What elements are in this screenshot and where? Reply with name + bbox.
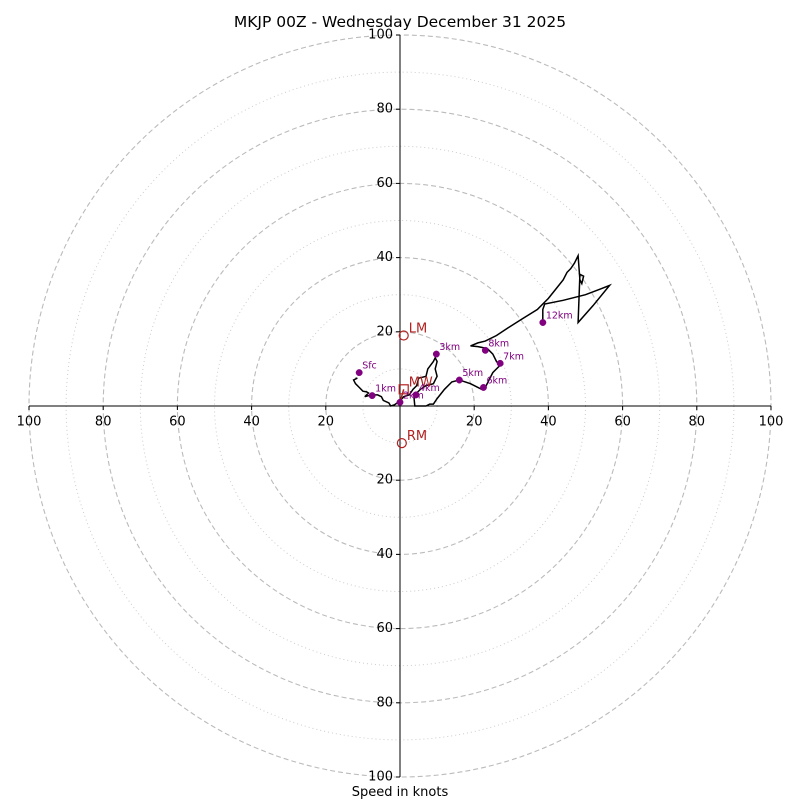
- height-marker-8km: [481, 346, 489, 354]
- height-marker-6km: [480, 384, 487, 391]
- storm-motion-markers: LM MW RM: [396, 322, 433, 449]
- tick-label-down-20: 20: [376, 473, 393, 488]
- height-label-12km: 12km: [546, 311, 573, 322]
- height-label-6km: 6km: [486, 375, 507, 386]
- hodograph-trace-line: [352, 252, 613, 407]
- axes: [29, 35, 771, 777]
- chart-title: MKJP 00Z - Wednesday December 31 2025: [234, 13, 566, 31]
- tick-label-up-40: 40: [376, 250, 393, 265]
- tick-label-up-60: 60: [376, 176, 393, 191]
- tick-label-down-40: 40: [376, 547, 393, 562]
- height-label-1km: 1km: [375, 384, 396, 395]
- tick-label-up-80: 80: [376, 102, 393, 117]
- storm-marker-lm: [398, 330, 409, 341]
- height-label-sfc: Sfc: [362, 361, 377, 372]
- height-label-8km: 8km: [488, 338, 509, 349]
- x-axis-label: Speed in knots: [352, 785, 449, 800]
- tick-label-down-80: 80: [376, 695, 393, 710]
- height-marker-3km: [432, 350, 440, 358]
- tick-label-left-40: 40: [243, 415, 260, 430]
- tick-label-left-80: 80: [95, 415, 112, 430]
- tick-labels: 100 80 60 40 20 20 40 60 80 100 20 40 60 80 100 20 40 60 8…: [17, 28, 784, 785]
- height-marker-12km: [539, 319, 547, 326]
- storm-label-mw: MW: [409, 375, 433, 390]
- tick-label-down-100: 100: [368, 770, 393, 785]
- height-marker-4km: [412, 391, 420, 399]
- height-label-4km: 4km: [419, 383, 440, 394]
- tick-label-left-20: 20: [318, 415, 335, 430]
- tick-label-right-40: 40: [540, 415, 557, 430]
- height-marker-7km: [496, 359, 504, 367]
- height-label-3km: 3km: [439, 342, 460, 353]
- height-markers: Sfc1km2km3km4km5km6km7km8km12km: [355, 311, 573, 406]
- storm-label-rm: RM: [407, 429, 427, 444]
- tick-label-right-100: 100: [759, 415, 784, 430]
- height-label-7km: 7km: [503, 351, 524, 362]
- tick-label-down-60: 60: [376, 621, 393, 636]
- storm-marker-rm: [396, 438, 407, 449]
- height-marker-sfc: [355, 369, 363, 377]
- tick-label-left-60: 60: [169, 415, 186, 430]
- tick-label-up-20: 20: [376, 324, 393, 339]
- height-label-5km: 5km: [462, 368, 483, 379]
- height-marker-1km: [368, 392, 376, 400]
- storm-marker-mw: [398, 384, 409, 395]
- tick-label-right-80: 80: [689, 415, 706, 430]
- wind-trace: [352, 252, 613, 407]
- tick-label-up-100: 100: [368, 28, 393, 43]
- height-marker-2km: [396, 398, 404, 406]
- tick-label-left-100: 100: [17, 415, 42, 430]
- height-marker-5km: [455, 376, 463, 384]
- tick-label-right-60: 60: [614, 415, 631, 430]
- storm-label-lm: LM: [409, 322, 427, 337]
- tick-label-right-20: 20: [466, 415, 483, 430]
